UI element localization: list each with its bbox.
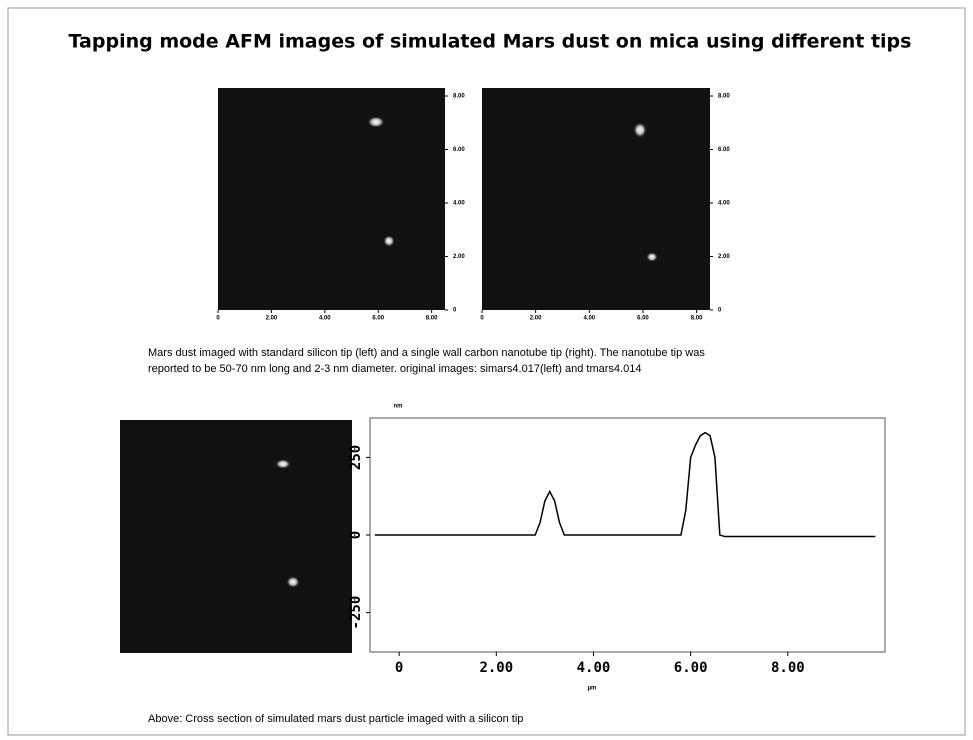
cross-section-line	[374, 431, 876, 538]
x-tick-label: 6.00	[637, 316, 649, 322]
afm-image	[120, 420, 352, 653]
y-tick-label: 4.00	[718, 201, 730, 207]
particle	[275, 459, 291, 469]
x-tick-label: 4.00	[577, 660, 611, 676]
x-tick-label: 0	[216, 316, 220, 322]
y-tick-label: 0	[453, 308, 457, 314]
caption: Mars dust imaged with standard silicon t…	[148, 347, 705, 359]
x-tick-label: 0	[395, 660, 403, 676]
x-tick-label: 8.00	[426, 316, 438, 322]
x-axis-label: µm	[588, 686, 597, 692]
x-tick-label: 0	[480, 316, 484, 322]
particle	[367, 116, 385, 128]
x-tick-label: 8.00	[691, 316, 703, 322]
particle	[646, 252, 658, 262]
particle	[286, 576, 300, 588]
x-tick-label: 2.00	[266, 316, 278, 322]
y-tick-label: 2.00	[453, 254, 465, 260]
y-tick-label: 250	[348, 445, 364, 470]
caption: reported to be 50-70 nm long and 2-3 nm …	[148, 363, 641, 375]
x-tick-label: 6.00	[372, 316, 384, 322]
y-tick-label: -250	[348, 596, 364, 630]
y-tick-label: 0	[718, 308, 722, 314]
afm-image	[218, 88, 445, 310]
caption: Above: Cross section of simulated mars d…	[148, 713, 523, 725]
title: Tapping mode AFM images of simulated Mar…	[69, 31, 912, 53]
x-tick-label: 6.00	[674, 660, 708, 676]
y-tick-label: 2.00	[718, 254, 730, 260]
frame	[7, 7, 966, 736]
x-tick-label: 2.00	[479, 660, 513, 676]
y-axis-label: nm	[394, 404, 403, 410]
particle	[383, 235, 395, 247]
particle	[633, 122, 647, 138]
x-tick-label: 4.00	[319, 316, 331, 322]
y-tick-label: 8.00	[453, 94, 465, 100]
y-tick-label: 6.00	[453, 147, 465, 153]
y-tick-label: 0	[348, 531, 364, 539]
y-tick-label: 4.00	[453, 201, 465, 207]
y-tick-label: 8.00	[718, 94, 730, 100]
x-tick-label: 4.00	[583, 316, 595, 322]
afm-image	[482, 88, 710, 310]
x-tick-label: 2.00	[530, 316, 542, 322]
x-tick-label: 8.00	[771, 660, 805, 676]
y-tick-label: 6.00	[718, 147, 730, 153]
